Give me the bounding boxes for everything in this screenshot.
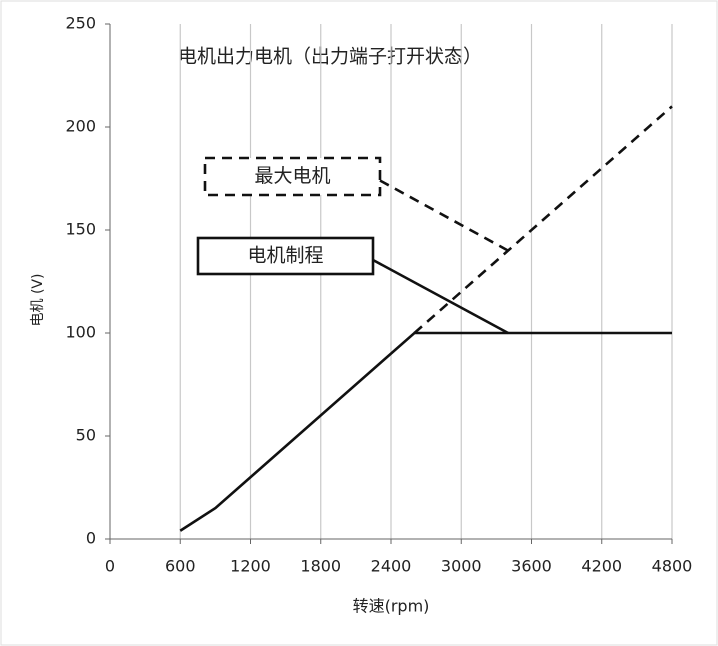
x-tick-label: 4800 <box>652 557 693 576</box>
y-tick-label: 0 <box>86 529 96 548</box>
x-tick-label: 600 <box>165 557 196 576</box>
annotation-text: 电机制程 <box>247 245 323 267</box>
data-line <box>413 105 673 334</box>
annotation-box <box>196 236 375 276</box>
y-tick-label: 250 <box>65 14 96 33</box>
x-tick-label: 4200 <box>581 557 622 576</box>
y-axis-label: 电机 (V) <box>30 274 46 327</box>
annotation-box <box>203 156 382 197</box>
y-tick-label: 150 <box>65 220 96 239</box>
annotation-leader <box>379 179 509 252</box>
annotation-leader <box>372 258 509 335</box>
y-tick-label: 200 <box>65 117 96 136</box>
y-tick-label: 50 <box>76 426 96 445</box>
x-axis-label: 转速(rpm) <box>353 597 430 616</box>
data-line <box>179 331 672 532</box>
x-tick-label: 3000 <box>441 557 482 576</box>
x-tick-label: 3600 <box>511 557 552 576</box>
x-tick-label: 1200 <box>230 557 271 576</box>
chart-title: 电机出力电机（出力端子打开状态） <box>178 46 482 68</box>
annotation-text: 最大电机 <box>254 165 330 187</box>
x-tick-label: 2400 <box>371 557 412 576</box>
x-tick-label: 1800 <box>300 557 341 576</box>
y-tick-label: 100 <box>65 323 96 342</box>
x-tick-label: 0 <box>105 557 115 576</box>
